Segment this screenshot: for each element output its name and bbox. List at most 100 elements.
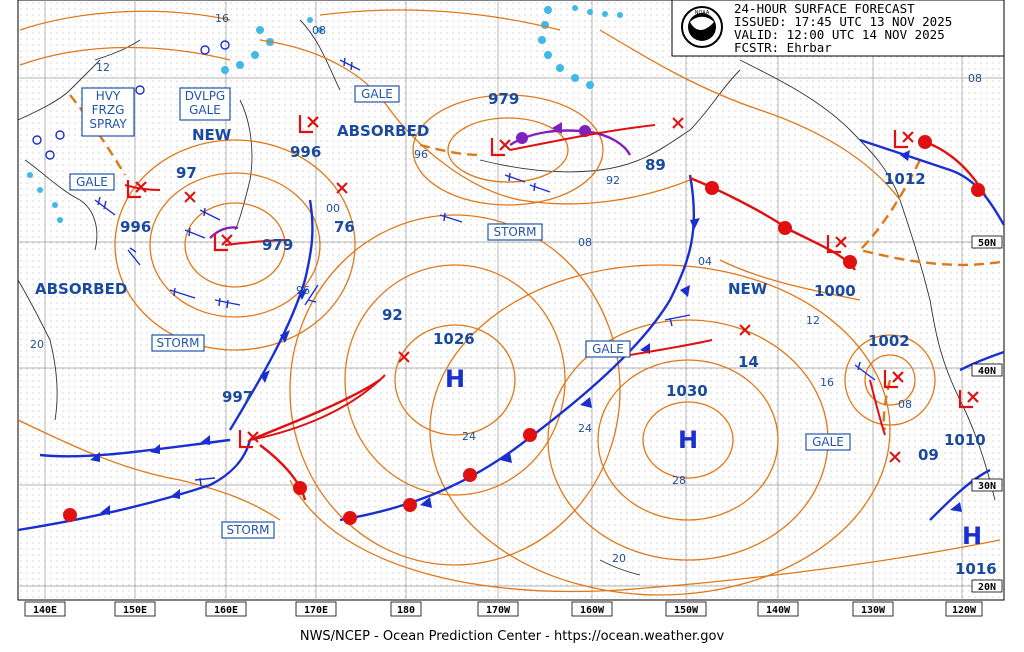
cold-front-barbs [90, 150, 962, 515]
svg-text:08: 08 [898, 398, 912, 411]
pressure-979-aleutian: 979 [488, 90, 519, 108]
pressure-14: 14 [738, 353, 759, 371]
svg-text:170W: 170W [486, 605, 511, 616]
svg-text:24: 24 [462, 430, 476, 443]
svg-text:150W: 150W [674, 605, 699, 616]
svg-text:STORM: STORM [226, 523, 269, 537]
svg-text:130W: 130W [861, 605, 886, 616]
header-issued: ISSUED: 17:45 UTC 13 NOV 2025 [734, 14, 952, 29]
label-gale-east: GALE [805, 433, 851, 451]
pressure-1010: 1010 [944, 431, 986, 449]
isobar-labels: 16 08 12 96 92 00 96 08 04 12 16 08 20 2… [30, 12, 982, 565]
occluded-symbols [516, 122, 591, 144]
pressure-997: 997 [222, 388, 253, 406]
label-new-west: NEW [192, 126, 232, 144]
forecast-positions [184, 117, 901, 463]
svg-text:16: 16 [215, 12, 229, 25]
graticule [18, 0, 1004, 600]
label-gale-bering: GALE [354, 85, 400, 103]
pressure-76: 76 [334, 218, 355, 236]
high-center-1016: H [962, 522, 982, 550]
svg-text:170E: 170E [304, 605, 328, 616]
svg-text:08: 08 [578, 236, 592, 249]
label-new-east: NEW [728, 280, 768, 298]
longitude-labels: 140E 150E 160E 170E 180 170W 160W 150W 1… [24, 601, 983, 617]
svg-text:08: 08 [968, 72, 982, 85]
svg-text:96: 96 [414, 148, 428, 161]
svg-text:GALE: GALE [812, 435, 844, 449]
dvlpg-text: DVLPG [185, 89, 225, 103]
label-storm-west: STORM [151, 334, 205, 352]
pressure-1000: 1000 [814, 282, 856, 300]
wind-barbs [94, 57, 876, 487]
label-storm-aleutian: STORM [487, 223, 543, 241]
label-gale-mid: GALE [585, 340, 631, 358]
pressure-1012: 1012 [884, 170, 926, 188]
svg-text:40N: 40N [978, 366, 996, 377]
pressure-1026: 1026 [433, 330, 475, 348]
svg-text:STORM: STORM [156, 336, 199, 350]
svg-text:08: 08 [312, 24, 326, 37]
label-gale-west: GALE [69, 173, 115, 191]
pressure-996-north: 996 [290, 143, 321, 161]
svg-text:28: 28 [672, 474, 686, 487]
svg-text:GALE: GALE [76, 175, 108, 189]
warm-front-bumps [63, 135, 985, 525]
svg-text:12: 12 [806, 314, 820, 327]
label-hvy-frzg-spray: HVY FRZG SPRAY [81, 87, 135, 137]
high-center-1030: H [678, 426, 698, 454]
svg-text:50N: 50N [978, 238, 996, 249]
svg-text:12: 12 [96, 61, 110, 74]
svg-text:160W: 160W [580, 605, 605, 616]
forecast-header: NOAA 24-HOUR SURFACE FORECAST ISSUED: 17… [671, 0, 1005, 57]
svg-text:STORM: STORM [493, 225, 536, 239]
svg-text:GALE: GALE [592, 342, 624, 356]
isobars [17, 9, 1001, 596]
svg-text:20: 20 [612, 552, 626, 565]
label-absorbed-aleutian: ABSORBED [337, 122, 429, 140]
label-dvlpg-gale: DVLPG GALE [179, 87, 231, 121]
svg-text:GALE: GALE [361, 87, 393, 101]
svg-text:120W: 120W [952, 605, 977, 616]
svg-text:96: 96 [296, 284, 310, 297]
high-centers: H H H [445, 365, 982, 550]
pressure-996-west: 996 [120, 218, 151, 236]
svg-text:NOAA: NOAA [695, 10, 710, 16]
label-storm-south: STORM [221, 521, 275, 539]
svg-text:140E: 140E [33, 605, 57, 616]
pressure-1016: 1016 [955, 560, 997, 578]
pressure-97: 97 [176, 164, 197, 182]
pressure-09: 09 [918, 446, 939, 464]
pressure-89: 89 [645, 156, 666, 174]
svg-text:20: 20 [30, 338, 44, 351]
freezing-spray-symbols [32, 40, 230, 160]
header-valid: VALID: 12:00 UTC 14 NOV 2025 [734, 27, 945, 42]
svg-text:160E: 160E [214, 605, 238, 616]
svg-text:04: 04 [698, 255, 712, 268]
latitude-labels: 50N 40N 30N 20N [971, 235, 1003, 593]
pressure-values: 979 979 996 996 97 76 997 92 1026 89 101… [120, 90, 997, 578]
svg-text:24: 24 [578, 422, 592, 435]
svg-text:20N: 20N [978, 582, 996, 593]
svg-text:150E: 150E [123, 605, 147, 616]
pressure-979-west: 979 [262, 236, 293, 254]
svg-text:140W: 140W [766, 605, 791, 616]
cold-fronts [17, 138, 1006, 532]
pressure-1030: 1030 [666, 382, 708, 400]
pressure-92: 92 [382, 306, 403, 324]
svg-text:180: 180 [397, 605, 415, 616]
svg-text:30N: 30N [978, 481, 996, 492]
dvlpg-gale-text: GALE [189, 103, 221, 117]
frzg-text: FRZG [92, 103, 125, 117]
svg-text:92: 92 [606, 174, 620, 187]
label-absorbed-west: ABSORBED [35, 280, 127, 298]
header-forecaster: FCSTR: Ehrbar [734, 40, 832, 55]
pressure-1002: 1002 [868, 332, 910, 350]
svg-text:00: 00 [326, 202, 340, 215]
coastlines [17, 19, 996, 576]
footer-credit: NWS/NCEP - Ocean Prediction Center - htt… [300, 629, 725, 644]
spray-text: SPRAY [89, 117, 127, 131]
hvy-text: HVY [96, 89, 121, 103]
svg-text:16: 16 [820, 376, 834, 389]
